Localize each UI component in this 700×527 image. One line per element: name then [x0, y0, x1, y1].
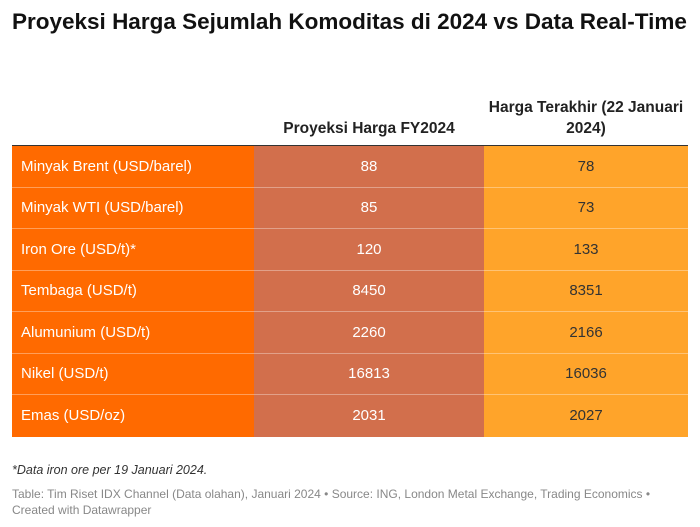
table-row: Minyak WTI (USD/barel) 85 73: [12, 187, 688, 229]
table-header-row: Proyeksi Harga FY2024 Harga Terakhir (22…: [12, 96, 688, 146]
latest-price-cell: 2027: [484, 395, 688, 437]
table-row: Tembaga (USD/t) 8450 8351: [12, 270, 688, 312]
commodity-cell: Tembaga (USD/t): [12, 270, 254, 312]
projection-cell: 88: [254, 146, 484, 188]
latest-price-cell: 8351: [484, 270, 688, 312]
commodity-cell: Iron Ore (USD/t)*: [12, 229, 254, 271]
header-projection: Proyeksi Harga FY2024: [283, 120, 455, 137]
projection-cell: 2260: [254, 312, 484, 354]
commodity-table: Proyeksi Harga FY2024 Harga Terakhir (22…: [12, 96, 688, 437]
table-row: Iron Ore (USD/t)* 120 133: [12, 229, 688, 271]
page-title: Proyeksi Harga Sejumlah Komoditas di 202…: [12, 9, 687, 34]
source-credit: Table: Tim Riset IDX Channel (Data olaha…: [12, 487, 651, 517]
table-row: Nikel (USD/t) 16813 16036: [12, 353, 688, 395]
latest-price-cell: 73: [484, 187, 688, 229]
header-commodity: [12, 96, 254, 145]
commodity-cell: Minyak WTI (USD/barel): [12, 187, 254, 229]
commodity-cell: Emas (USD/oz): [12, 395, 254, 437]
latest-price-cell: 133: [484, 229, 688, 271]
commodity-cell: Alumunium (USD/t): [12, 312, 254, 354]
latest-price-cell: 16036: [484, 353, 688, 395]
latest-price-cell: 2166: [484, 312, 688, 354]
table-row: Alumunium (USD/t) 2260 2166: [12, 312, 688, 354]
footnote: *Data iron ore per 19 Januari 2024.: [12, 463, 208, 477]
projection-cell: 16813: [254, 353, 484, 395]
projection-cell: 2031: [254, 395, 484, 437]
projection-cell: 8450: [254, 270, 484, 312]
projection-cell: 120: [254, 229, 484, 271]
projection-cell: 85: [254, 187, 484, 229]
commodity-cell: Nikel (USD/t): [12, 353, 254, 395]
commodity-cell: Minyak Brent (USD/barel): [12, 146, 254, 188]
table-row: Emas (USD/oz) 2031 2027: [12, 395, 688, 437]
latest-price-cell: 78: [484, 146, 688, 188]
header-latest-price: Harga Terakhir (22 Januari 2024): [488, 99, 684, 137]
table-row: Minyak Brent (USD/barel) 88 78: [12, 146, 688, 188]
